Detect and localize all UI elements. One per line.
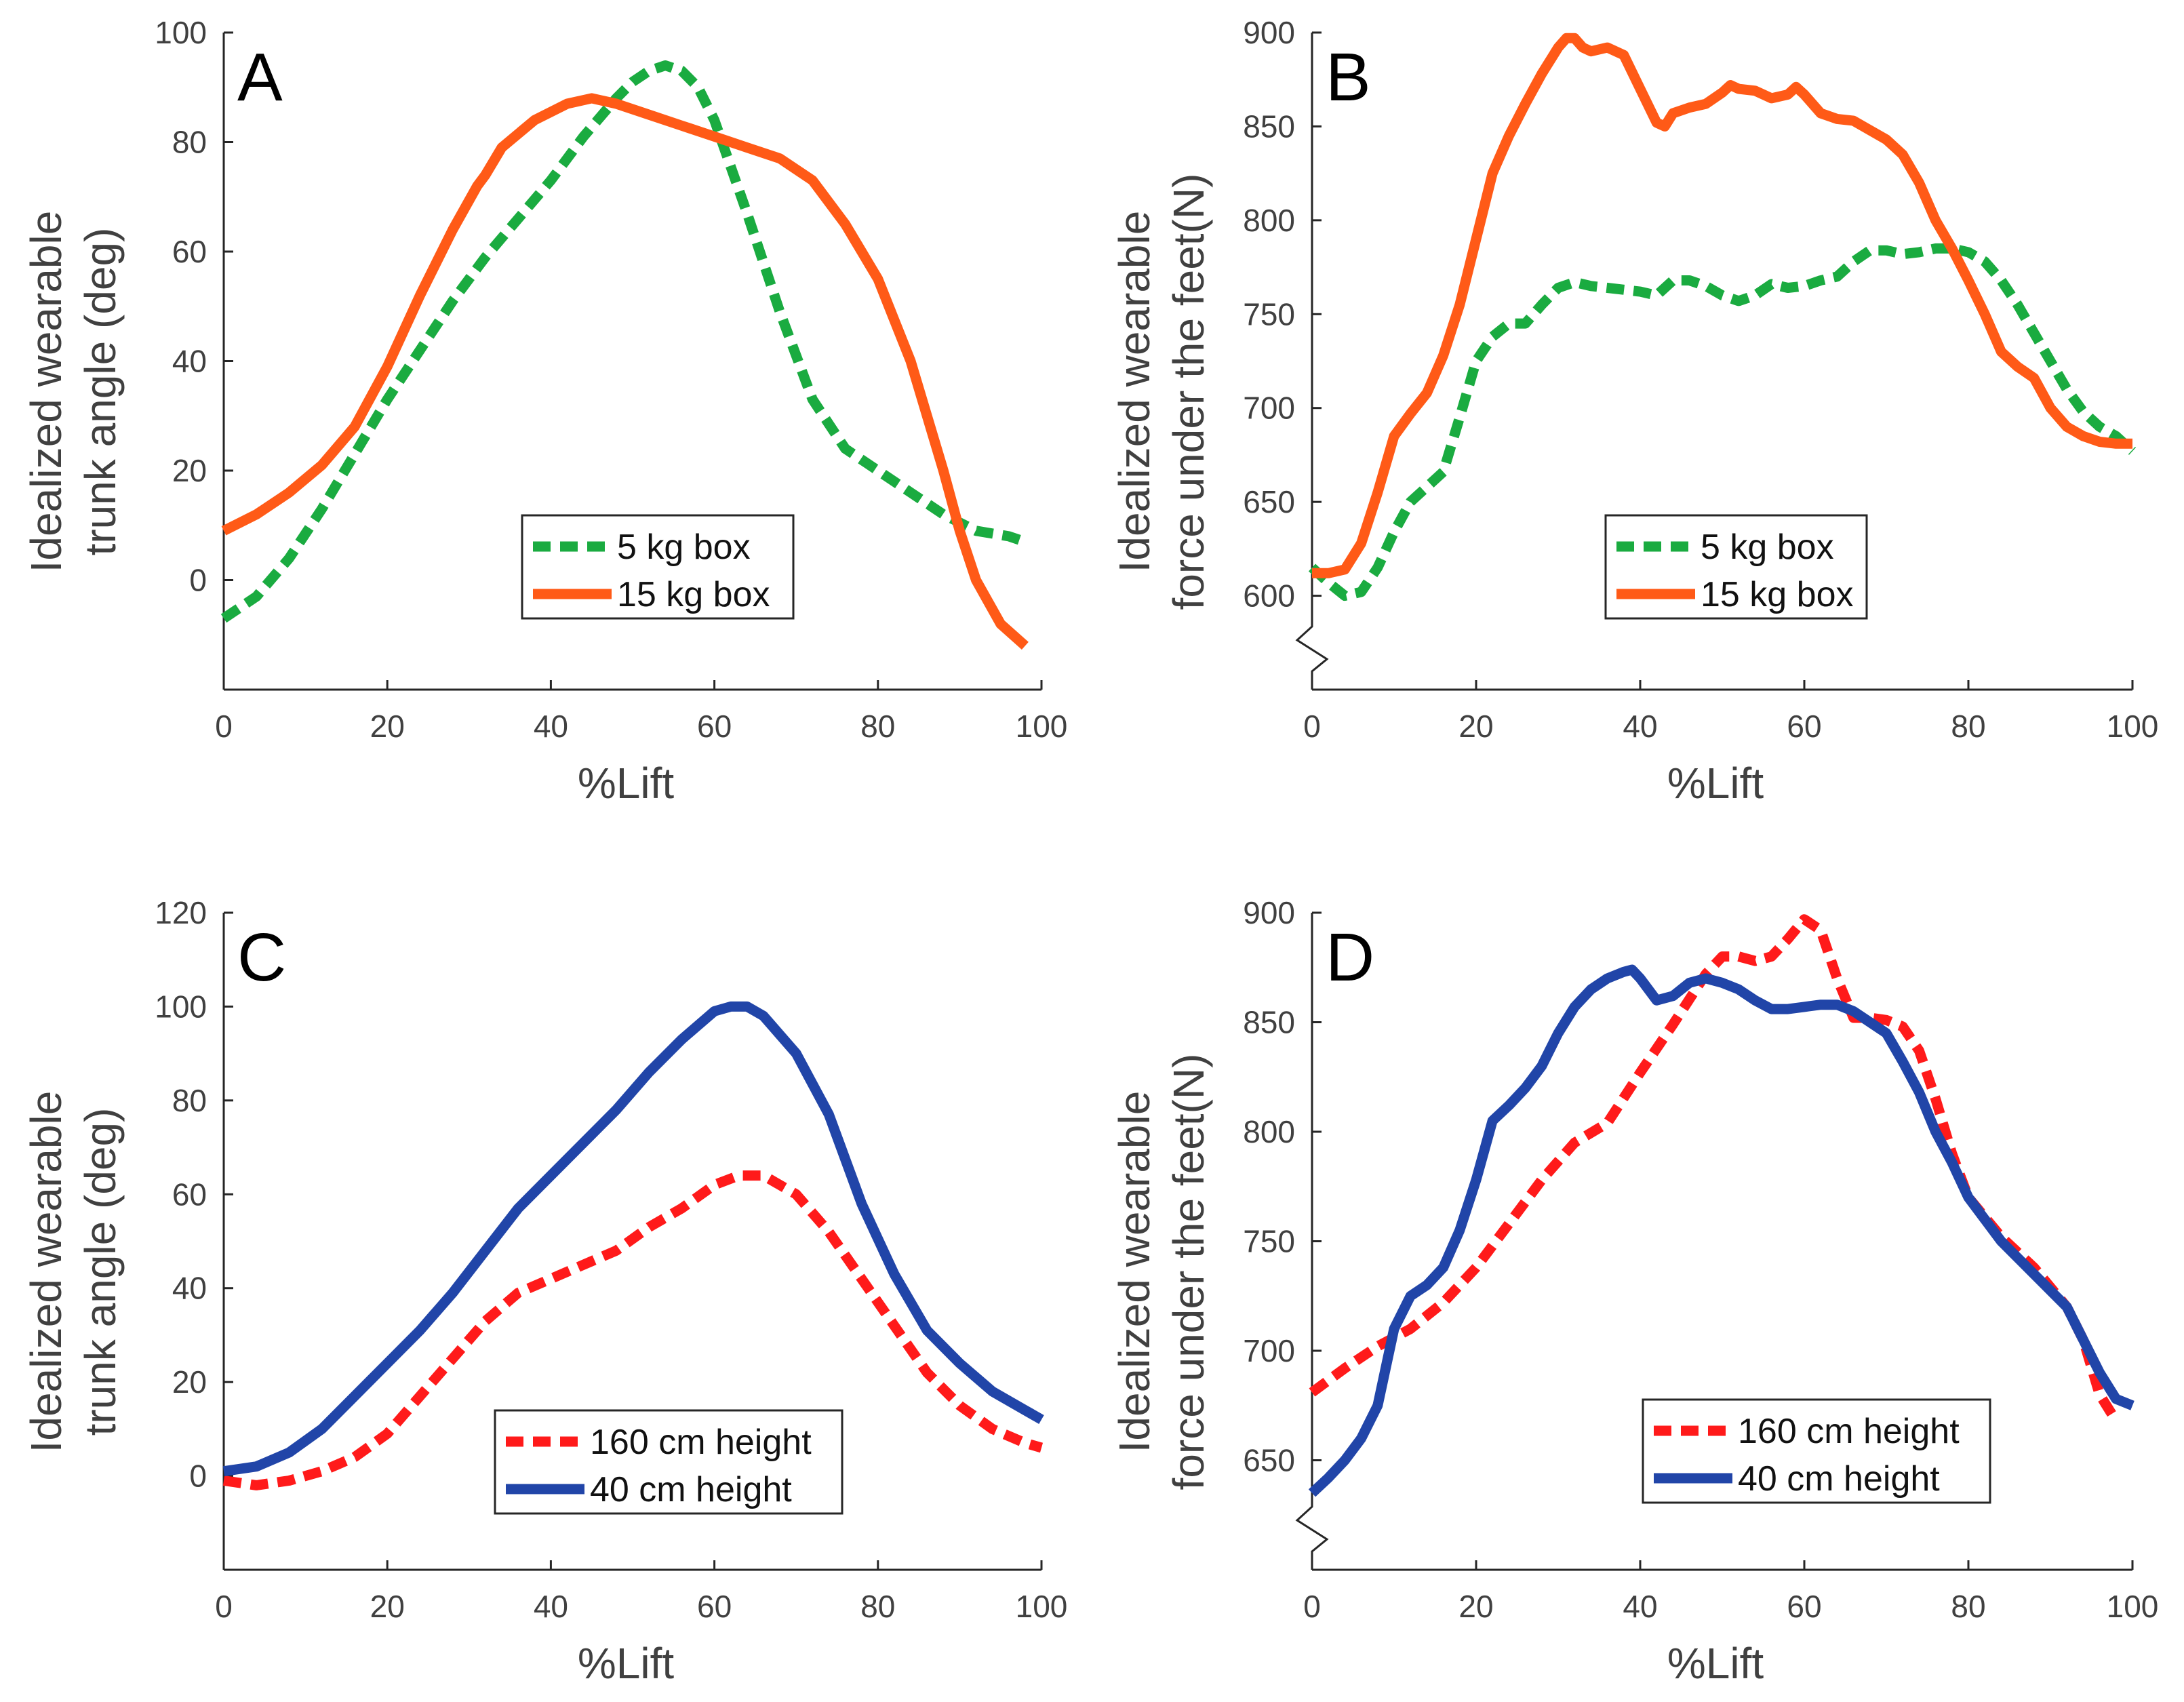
- x-tick-label: 60: [697, 709, 732, 744]
- x-axis-title: %Lift: [1667, 759, 1764, 808]
- legend-label: 5 kg box: [1701, 528, 1834, 567]
- series-line-2: [221, 93, 1029, 650]
- y-axis-title-line: trunk angle (deg): [76, 228, 125, 556]
- x-tick-label: 60: [1787, 709, 1821, 744]
- series-line-2: [1308, 964, 2135, 1497]
- series-line-1: [220, 60, 1027, 623]
- y-tick-label: 800: [1243, 203, 1295, 238]
- legend-box: [1604, 514, 1868, 620]
- y-tick-label: 750: [1243, 296, 1295, 332]
- y-tick-label: 40: [172, 1271, 207, 1306]
- x-tick-label: 0: [215, 1589, 233, 1624]
- y-tick-label: 40: [172, 344, 207, 379]
- y-tick-label: 600: [1243, 578, 1295, 614]
- y-tick-label: 900: [1243, 895, 1295, 930]
- series-line-1: [1309, 914, 2121, 1424]
- x-tick-label: 80: [1951, 1589, 1985, 1624]
- y-tick-label: 60: [172, 234, 207, 269]
- x-tick-label: 20: [370, 709, 405, 744]
- y-tick-label: 700: [1243, 1333, 1295, 1368]
- x-tick-label: 100: [2107, 709, 2159, 744]
- x-tick-label: 80: [860, 709, 895, 744]
- y-tick-label: 700: [1243, 391, 1295, 426]
- x-tick-label: 0: [1303, 1589, 1321, 1624]
- y-tick-label: 60: [172, 1176, 207, 1212]
- y-tick-label: 850: [1243, 108, 1295, 144]
- x-tick-label: 0: [215, 709, 233, 744]
- legend: 5 kg box 15 kg box: [521, 514, 795, 620]
- x-tick-label: 60: [1787, 1589, 1821, 1624]
- x-tick-label: 40: [534, 1589, 568, 1624]
- y-axis-line: [1295, 913, 1329, 1570]
- panel-c: 0 20 40 60 80 100 0 20 40 60 80 100 120 %Lift Idealize…: [22, 895, 1067, 1688]
- x-tick-label: 20: [1458, 1589, 1493, 1624]
- panel-label: C: [237, 919, 286, 995]
- y-tick-label: 100: [155, 989, 207, 1024]
- y-axis-title-line: force under the feet(N): [1164, 1054, 1213, 1490]
- y-tick-label: 750: [1243, 1224, 1295, 1259]
- legend-label: 15 kg box: [617, 575, 770, 614]
- x-tick-label: 20: [370, 1589, 405, 1624]
- y-axis-title-line: Idealized wearable: [22, 1091, 71, 1453]
- x-axis-title: %Lift: [578, 1639, 675, 1688]
- y-axis-title-line: Idealized wearable: [1110, 211, 1159, 573]
- y-axis-title-line: force under the feet(N): [1164, 174, 1213, 610]
- series-line-1: [222, 1170, 1044, 1490]
- x-tick-label: 60: [697, 1589, 732, 1624]
- y-tick-label: 20: [172, 453, 207, 488]
- x-axis-title: %Lift: [1667, 1639, 1764, 1688]
- y-tick-label: 800: [1243, 1114, 1295, 1149]
- x-tick-label: 80: [1951, 709, 1985, 744]
- y-axis-title-line: Idealized wearable: [1110, 1091, 1159, 1453]
- x-tick-label: 40: [1623, 709, 1657, 744]
- y-tick-label: 650: [1243, 1443, 1295, 1478]
- x-tick-label: 40: [1623, 1589, 1657, 1624]
- x-tick-label: 0: [1303, 709, 1321, 744]
- x-tick-label: 100: [1016, 1589, 1068, 1624]
- legend-label: 40 cm height: [590, 1470, 792, 1509]
- y-tick-label: 900: [1243, 15, 1295, 50]
- legend: 160 cm height 40 cm height: [1642, 1398, 1991, 1504]
- legend: 160 cm height 40 cm height: [494, 1409, 843, 1515]
- y-tick-label: 100: [155, 15, 207, 50]
- legend-label: 160 cm height: [590, 1423, 812, 1462]
- x-tick-label: 100: [1016, 709, 1068, 744]
- y-axis-title-line: Idealized wearable: [22, 211, 71, 573]
- panel-label: A: [237, 39, 283, 115]
- series-line-2: [222, 1001, 1044, 1477]
- y-tick-label: 20: [172, 1364, 207, 1400]
- x-tick-label: 80: [860, 1589, 895, 1624]
- y-tick-label: 80: [172, 1083, 207, 1118]
- series-line-2: [1312, 33, 2132, 578]
- legend-box: [1642, 1398, 1991, 1504]
- legend-box: [521, 514, 795, 620]
- x-tick-label: 40: [534, 709, 568, 744]
- series-line-1: [1308, 243, 2137, 601]
- panel-a: 0 20 40 60 80 100 0 20 40 60 80 100 %Lift Idealized w…: [22, 15, 1067, 808]
- legend-label: 15 kg box: [1701, 575, 1854, 614]
- y-tick-label: 0: [189, 563, 207, 598]
- legend: 5 kg box 15 kg box: [1604, 514, 1868, 620]
- y-axis-line: [1295, 33, 1329, 690]
- x-tick-label: 20: [1458, 709, 1493, 744]
- y-tick-label: 650: [1243, 484, 1295, 519]
- panel-b: 0 20 40 60 80 100 600 650 700 750 800 850 900 %Lift Id…: [1110, 15, 2158, 808]
- panel-label: D: [1326, 919, 1374, 995]
- legend-label: 160 cm height: [1738, 1412, 1960, 1451]
- x-axis-title: %Lift: [578, 759, 675, 808]
- x-tick-label: 100: [2107, 1589, 2159, 1624]
- y-tick-label: 120: [155, 895, 207, 930]
- panel-label: B: [1326, 39, 1371, 115]
- legend-box: [494, 1409, 843, 1515]
- legend-label: 40 cm height: [1738, 1459, 1940, 1499]
- panel-d: 0 20 40 60 80 100 650 700 750 800 850 900 %Lift Ideal…: [1110, 895, 2158, 1688]
- y-tick-label: 850: [1243, 1005, 1295, 1040]
- y-tick-label: 0: [189, 1459, 207, 1494]
- legend-label: 5 kg box: [617, 528, 751, 567]
- y-axis-title-line: trunk angle (deg): [76, 1108, 125, 1436]
- y-tick-label: 80: [172, 125, 207, 160]
